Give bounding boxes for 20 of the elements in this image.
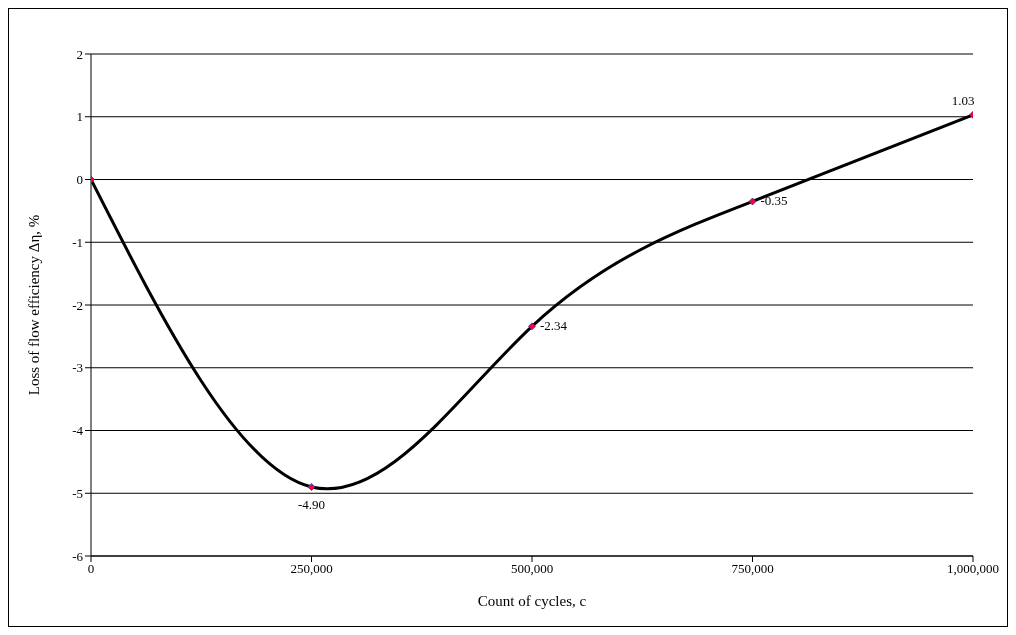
data-label: 1.03: [951, 92, 975, 108]
y-tick-label: 2: [76, 46, 83, 62]
y-tick-label: -5: [72, 485, 83, 501]
data-label: -2.34: [540, 318, 568, 334]
x-tick-label: 0: [87, 561, 95, 577]
data-label: -4.90: [297, 496, 326, 512]
x-axis-title: Count of cycles, c: [477, 593, 587, 609]
x-tick-label: 250,000: [290, 561, 333, 577]
y-tick-label: -2: [72, 297, 83, 313]
data-label: -0.35: [760, 193, 788, 209]
x-tick-label: 1,000,000: [947, 561, 999, 577]
x-tick-label: 750,000: [731, 561, 774, 577]
y-tick-label: -6: [72, 548, 84, 564]
y-tick-label: 1: [76, 109, 83, 125]
x-tick-label: 500,000: [510, 561, 554, 577]
y-axis-title: Loss of flow efficiency Δη, %: [26, 214, 43, 396]
y-tick-label: -1: [72, 234, 83, 250]
y-tick-label: -4: [72, 423, 84, 439]
y-tick-label: 0: [76, 172, 83, 188]
y-tick-label: -3: [72, 360, 83, 376]
